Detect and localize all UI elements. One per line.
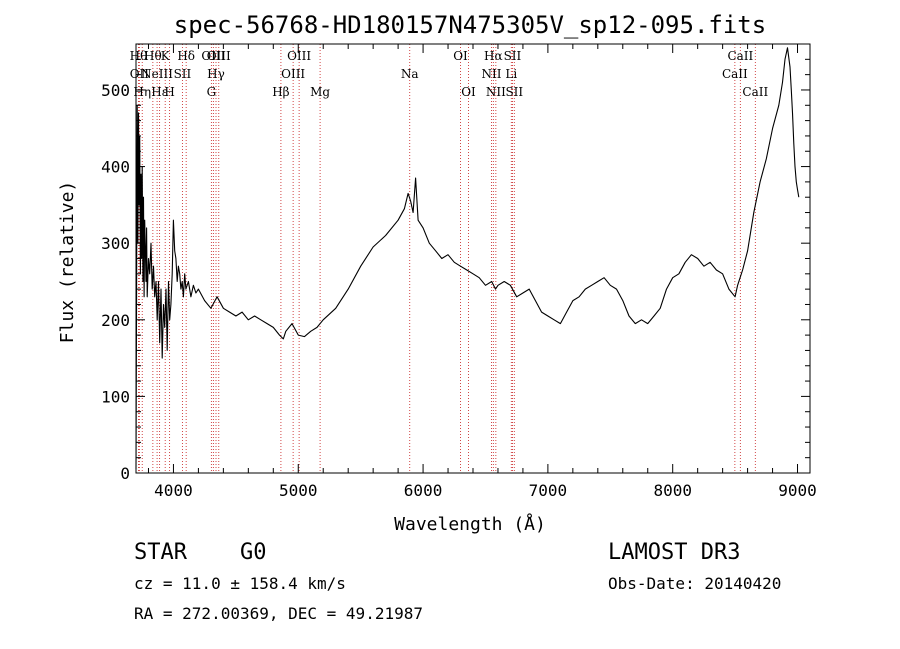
spectral-line-label: SII — [174, 67, 192, 81]
spectral-line-label: Hβ — [272, 85, 289, 99]
spectral-line-label: Hθ — [130, 49, 148, 63]
spectral-line-markers — [138, 44, 756, 473]
spectral-line-label: Hα — [484, 49, 503, 63]
spectral-line-label: Hγ — [207, 67, 225, 81]
object-class: STAR — [134, 540, 187, 565]
y-tick-label: 200 — [101, 311, 130, 330]
spectral-line-label: CaII — [722, 67, 748, 81]
plot-frame — [135, 43, 811, 474]
x-tick-label: 9000 — [778, 481, 817, 500]
spectral-line-label: Hδ — [177, 49, 195, 63]
spectral-line-label: OII — [130, 67, 150, 81]
spectral-line-label: G — [207, 85, 217, 99]
spectral-line-label: NII — [481, 67, 501, 81]
spectral-line-label: K — [161, 49, 171, 63]
y-tick-label: 100 — [101, 387, 130, 406]
x-tick-label: 4000 — [154, 481, 193, 500]
spectral-line-label: Na — [401, 67, 419, 81]
chart-title: spec-56768-HD180157N475305V_sp12-095.fit… — [174, 11, 766, 39]
spectral-line-label: OIII — [207, 49, 231, 63]
spectral-line-label: NeIII — [141, 67, 173, 81]
y-tick-label: 300 — [101, 234, 130, 253]
spectrum-data — [135, 47, 800, 470]
coordinates: RA = 272.00369, DEC = 49.21987 — [134, 604, 423, 623]
spectral-line-label: Hθ — [144, 49, 162, 63]
spectral-line-label: Li — [505, 67, 517, 81]
spectral-line-label: OIII — [287, 49, 311, 63]
y-tick-label: 400 — [101, 158, 130, 177]
x-tick-label: 8000 — [653, 481, 692, 500]
spectral-line-label: SII — [504, 49, 522, 63]
spectral-line-labels: HθOIIHηHθNeIIIHεKHSIIHδGOIIIHγOIIIHβOIII… — [130, 49, 769, 99]
y-axis-label: Flux (relative) — [57, 181, 78, 344]
redshift-info: cz = 11.0 ± 158.4 km/s — [134, 574, 346, 593]
spectral-line-label: OIII — [281, 67, 305, 81]
spectral-line-label: Hε — [151, 85, 168, 99]
y-tick-label: 0 — [120, 464, 130, 483]
spectral-line-label: Hη — [133, 85, 151, 99]
spectral-line-label: OI — [453, 49, 468, 63]
spectral-line-label: Mg — [310, 85, 330, 99]
axis-ticks: 4000 5000 6000 7000 8000 9000 0 100 200 300 400 500 — [101, 44, 817, 500]
x-tick-label: 5000 — [279, 481, 318, 500]
spectral-line-label: SII — [505, 85, 523, 99]
spectral-line-label: CaII — [727, 49, 753, 63]
y-tick-label: 500 — [101, 81, 130, 100]
x-axis-label: Wavelength (Å) — [394, 513, 546, 535]
x-tick-label: 6000 — [404, 481, 443, 500]
spectral-line-label: OI — [461, 85, 476, 99]
spectral-line-label: H — [164, 85, 174, 99]
observation-date: Obs-Date: 20140420 — [608, 574, 782, 593]
spectral-line-label: OIII — [201, 49, 225, 63]
spectral-line-label: NII — [486, 85, 506, 99]
x-tick-label: 7000 — [529, 481, 568, 500]
spectral-line-label: CaII — [742, 85, 768, 99]
spectral-subclass: G0 — [240, 540, 267, 565]
spectrum-trace — [135, 47, 800, 470]
survey-name: LAMOST DR3 — [608, 540, 741, 565]
